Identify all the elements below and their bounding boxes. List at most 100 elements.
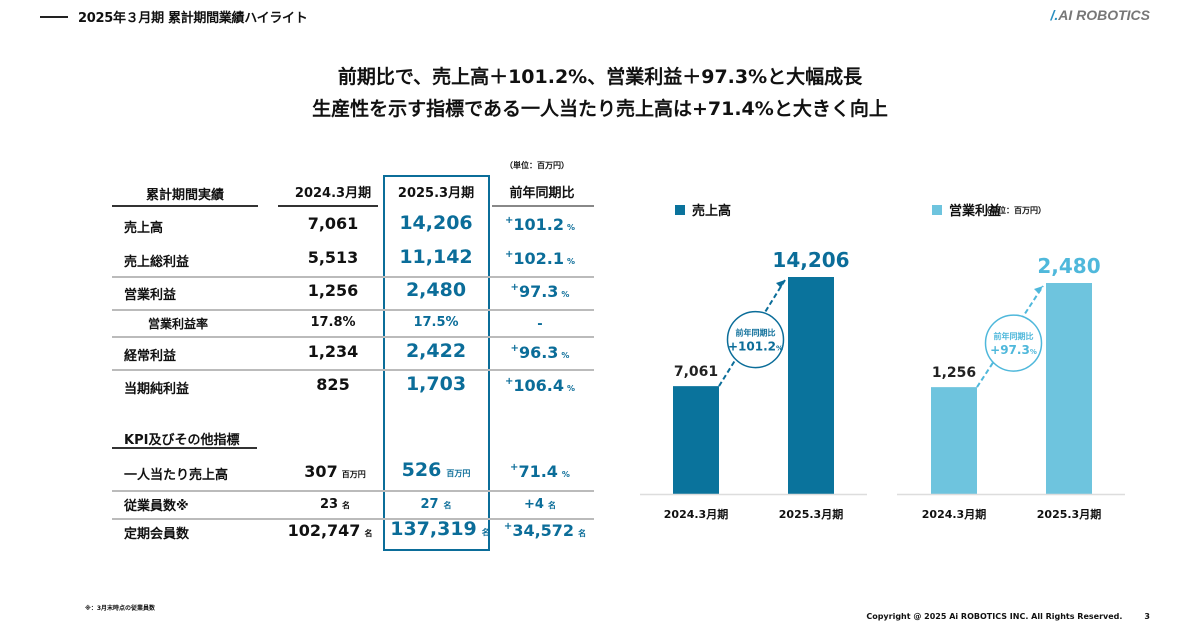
prev-value: 7,061 <box>307 214 359 233</box>
prev-value: 1,234 <box>307 342 359 361</box>
yoy-value: +101.2% <box>505 215 575 234</box>
divider <box>112 447 257 449</box>
x-tick-label: 2025.3月期 <box>1037 507 1101 521</box>
copyright-text: Copyright @ 2025 Ai ROBOTICS INC. All Ri… <box>866 612 1123 621</box>
legend-swatch <box>675 205 685 215</box>
unit-note: （単位：百万円） <box>505 161 569 170</box>
kpi-curr: 526 百万円 <box>402 459 471 481</box>
footnote: ※：3月末時点の従業員数 <box>85 605 156 612</box>
curr-value: 2,480 <box>405 279 467 301</box>
logo-mark-icon: /. <box>1050 7 1059 23</box>
plus-sign: + <box>510 343 519 354</box>
yoy-badge-value: +97.3% <box>990 343 1037 357</box>
page-title: 2025年３月期 累計期間業績ハイライト <box>78 11 308 26</box>
yoy-value: +106.4% <box>505 376 575 395</box>
curr-value: 1,703 <box>405 373 467 395</box>
yoy-unit: % <box>566 384 576 393</box>
bar-value-label: 2,480 <box>1037 254 1100 278</box>
yoy-value: - <box>537 313 542 332</box>
page-number: 3 <box>1144 612 1150 621</box>
curr-value: 14,206 <box>399 212 473 234</box>
plus-sign: + <box>510 462 519 473</box>
x-tick-label: 2024.3月期 <box>664 507 728 521</box>
bar <box>1046 283 1092 494</box>
kpi-yoy-number: 34,572 <box>512 521 575 540</box>
prev-value: 825 <box>316 375 350 394</box>
legend-label: 売上高 <box>692 203 731 219</box>
yoy-badge-title: 前年同期比 <box>994 331 1034 341</box>
divider <box>278 205 378 207</box>
current-period-highlight <box>383 175 490 551</box>
header-rule <box>40 16 68 18</box>
curr-value: 11,142 <box>399 246 473 268</box>
bar <box>931 387 977 494</box>
kpi-yoy-unit: 名 <box>578 529 587 538</box>
x-tick-label: 2025.3月期 <box>779 507 843 521</box>
yoy-badge-unit: % <box>1030 348 1037 356</box>
kpi-curr: 27 名 <box>420 493 451 512</box>
kpi-title: KPI及びその他指標 <box>124 433 240 448</box>
legend-label: 営業利益 <box>949 203 1001 219</box>
yoy-number: 106.4 <box>513 376 564 395</box>
yoy-number: 101.2 <box>513 215 564 234</box>
plus-sign: + <box>504 376 514 387</box>
kpi-curr-unit: 名 <box>481 528 490 537</box>
yoy-value: +97.3% <box>511 282 570 301</box>
curr-value: 2,422 <box>405 340 467 362</box>
prev-value: 1,256 <box>307 281 359 300</box>
kpi-prev-number: 23 <box>319 497 339 512</box>
kpi-prev-unit: 百万円 <box>341 470 366 479</box>
kpi-prev: 23 名 <box>320 493 350 512</box>
yoy-unit: % <box>566 257 576 266</box>
yoy-unit: % <box>561 290 570 299</box>
kpi-curr-number: 27 <box>420 497 439 512</box>
plus-sign: + <box>504 215 514 226</box>
kpi-curr-unit: 百万円 <box>446 469 471 478</box>
col-header-curr: 2025.3月期 <box>397 186 475 201</box>
kpi-curr-number: 137,319 <box>390 518 477 540</box>
yoy-unit: % <box>561 351 570 360</box>
yoy-badge-title: 前年同期比 <box>736 328 776 338</box>
prev-value: 17.8% <box>310 315 356 330</box>
row-label: 売上高 <box>124 221 164 236</box>
row-label: 営業利益率 <box>148 317 209 331</box>
yoy-badge <box>726 310 785 369</box>
col-header-label: 累計期間実績 <box>145 188 225 203</box>
yoy-unit: % <box>566 223 576 232</box>
row-divider <box>112 490 594 492</box>
headline-1: 前期比で、売上高＋101.2%、営業利益＋97.3%と大幅成長 <box>337 66 863 88</box>
col-header-yoy: 前年同期比 <box>509 186 575 201</box>
row-label: 売上総利益 <box>124 255 190 270</box>
kpi-prev-number: 307 <box>304 462 338 481</box>
copyright: Copyright @ 2025 Ai ROBOTICS INC. All Ri… <box>866 612 1150 621</box>
kpi-label: 従業員数※ <box>124 499 189 514</box>
row-divider <box>112 336 594 338</box>
col-header-prev: 2024.3月期 <box>294 186 372 201</box>
yoy-value: +102.1% <box>505 249 575 268</box>
growth-arrow-line <box>718 279 786 387</box>
plus-sign: + <box>503 521 513 532</box>
kpi-yoy-number: +4 <box>524 497 544 512</box>
kpi-yoy-number: 71.4 <box>518 462 558 481</box>
bar-value-label: 1,256 <box>932 365 976 381</box>
bar <box>788 277 834 494</box>
row-divider <box>112 518 594 520</box>
kpi-prev-unit: 名 <box>364 529 373 538</box>
yoy-badge-value: +101.2% <box>728 340 783 354</box>
yoy-value: +96.3% <box>511 343 570 362</box>
logo-text: AI ROBOTICS <box>1058 7 1150 23</box>
row-divider <box>112 276 594 278</box>
yoy-number: 97.3 <box>518 282 559 301</box>
arrow-head-icon <box>776 280 785 288</box>
plus-sign: + <box>510 282 519 293</box>
kpi-prev-number: 102,747 <box>287 521 361 540</box>
headline-2: 生産性を示す指標である一人当たり売上高は+71.4%と大きく向上 <box>312 98 888 120</box>
kpi-yoy: +4 名 <box>524 493 556 512</box>
bar <box>673 386 719 494</box>
bar-value-label: 14,206 <box>772 248 849 272</box>
kpi-curr-number: 526 <box>401 459 442 481</box>
kpi-label: 一人当たり売上高 <box>124 468 229 483</box>
legend-swatch <box>932 205 942 215</box>
kpi-yoy-unit: 名 <box>547 501 556 510</box>
row-label: 当期純利益 <box>124 382 190 397</box>
